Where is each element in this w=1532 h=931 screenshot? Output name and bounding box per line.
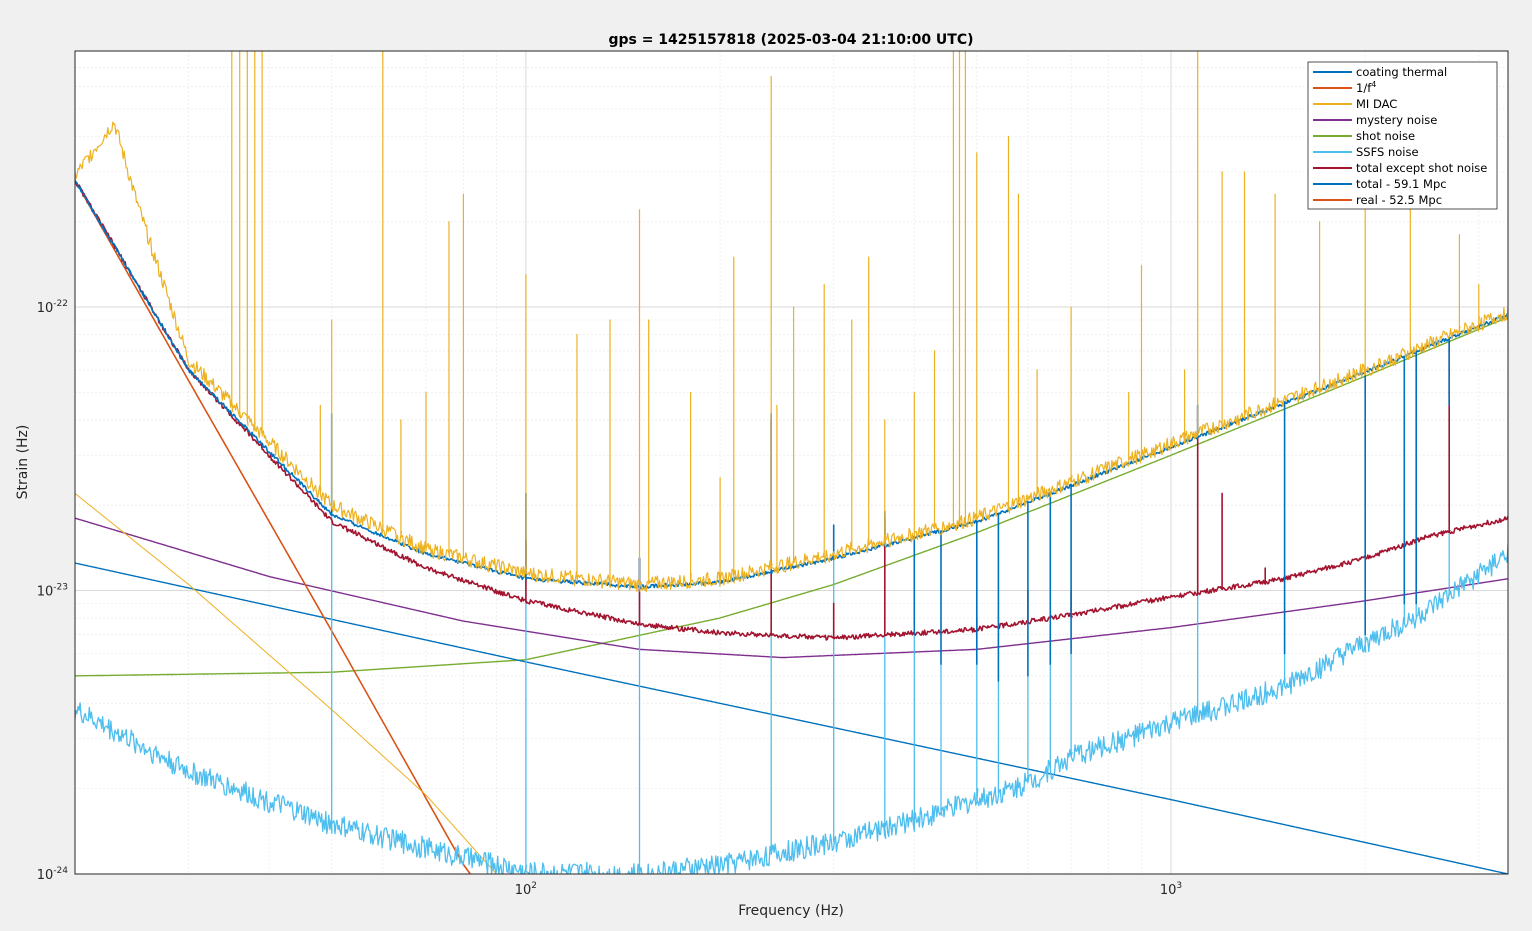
legend-entry: real - 52.5 Mpc [1356, 193, 1442, 207]
x-tick-label: 103 [1160, 881, 1182, 898]
x-axis-label: Frequency (Hz) [738, 903, 844, 919]
series-line-mystery-noise [75, 517, 1508, 659]
series-line-shot-noise [75, 316, 1508, 677]
series-layer [75, 51, 1508, 874]
y-tick-label: 10-24 [37, 866, 69, 883]
legend-entry: 1/f4 [1356, 80, 1376, 95]
chart-title: gps = 1425157818 (2025-03-04 21:10:00 UT… [608, 32, 973, 48]
series-line-coating-thermal [75, 562, 1508, 874]
plot-frame [74, 50, 1509, 875]
legend-entry: total except shot noise [1356, 161, 1487, 175]
series-line-mi-dac [75, 493, 497, 874]
series-line-1-f [75, 179, 471, 874]
x-tick-labels: 102 103 [515, 881, 1182, 898]
legend-entry: coating thermal [1356, 65, 1447, 79]
plot-area [75, 51, 1508, 874]
y-tick-label: 10-23 [37, 583, 68, 600]
y-tick-labels: 10-24 10-23 10-22 [37, 299, 69, 883]
x-tick-label: 102 [515, 881, 537, 898]
y-axis-label: Strain (Hz) [15, 425, 31, 500]
series-line-total-except-shot-noise [75, 180, 1508, 641]
legend-entry: mystery noise [1356, 113, 1437, 127]
legend-entry: total - 59.1 Mpc [1356, 177, 1447, 191]
legend-entry: MI DAC [1356, 97, 1397, 111]
y-tick-label: 10-22 [37, 299, 68, 316]
legend-entry: shot noise [1356, 129, 1415, 143]
series-line-real-52-5-mpc [75, 51, 1508, 593]
series-line-ssfs-noise [75, 404, 1508, 874]
legend-entry: SSFS noise [1356, 145, 1419, 159]
